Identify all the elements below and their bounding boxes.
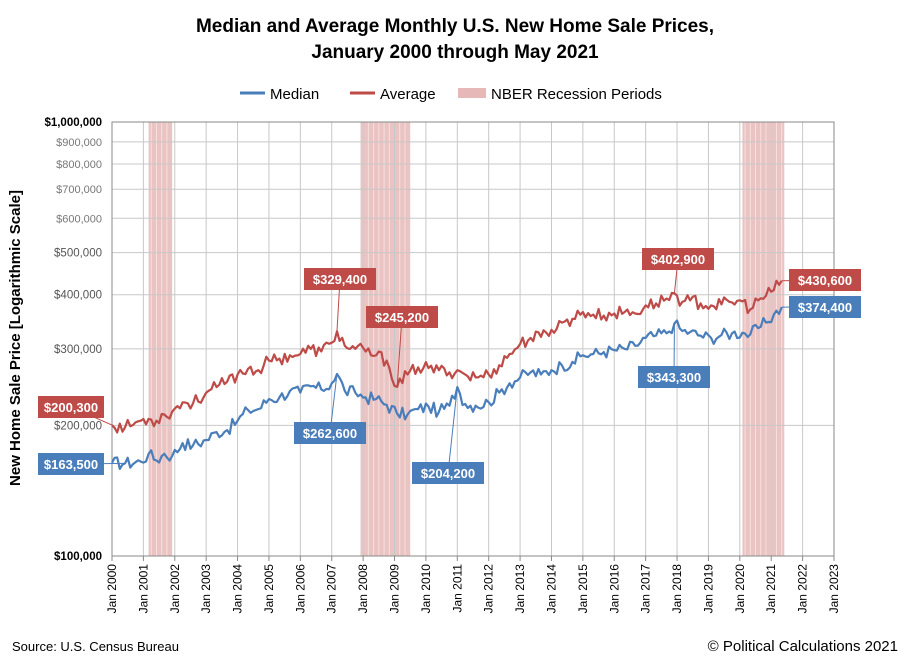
legend-label-median: Median bbox=[270, 86, 319, 103]
annotation-label: $262,600 bbox=[303, 426, 357, 441]
y-tick-label: $400,000 bbox=[54, 290, 102, 302]
x-tick-label: Jan 2005 bbox=[262, 564, 276, 614]
series-line-average bbox=[111, 279, 783, 434]
x-tick-label: Jan 2004 bbox=[231, 564, 245, 614]
annotation-label: $402,900 bbox=[651, 252, 705, 267]
recession-bands bbox=[148, 122, 785, 556]
y-tick-label: $900,000 bbox=[56, 137, 102, 149]
annotation-box bbox=[294, 422, 366, 444]
x-tick-label: Jan 2016 bbox=[607, 564, 621, 614]
y-tick-label: $200,000 bbox=[54, 420, 102, 432]
x-tick-label: Jan 2011 bbox=[450, 564, 464, 613]
x-tick-label: Jan 2019 bbox=[701, 564, 715, 614]
recession-band-1 bbox=[148, 122, 173, 556]
annotation-box bbox=[638, 366, 710, 388]
series-lines bbox=[111, 279, 783, 470]
y-tick-label: $1,000,000 bbox=[44, 117, 102, 129]
annotation-box bbox=[789, 269, 861, 291]
annotation-box bbox=[38, 396, 104, 418]
annotation-box bbox=[789, 296, 861, 318]
annotation-label: $163,500 bbox=[44, 457, 98, 472]
y-tick-label: $500,000 bbox=[54, 248, 102, 260]
x-tick-label: Jan 2003 bbox=[199, 564, 213, 614]
x-tick-label: Jan 2006 bbox=[293, 564, 307, 614]
recession-band-3 bbox=[742, 122, 785, 556]
x-tick-label: Jan 2018 bbox=[670, 564, 684, 614]
legend-swatch-recession bbox=[458, 88, 486, 98]
y-tick-label: $300,000 bbox=[54, 344, 102, 356]
annotation-label: $430,600 bbox=[798, 273, 852, 288]
annotation-label: $343,300 bbox=[647, 370, 701, 385]
x-tick-label: Jan 2012 bbox=[482, 564, 496, 614]
chart-title-line-2: January 2000 through May 2021 bbox=[311, 42, 599, 63]
x-tick-label: Jan 2015 bbox=[576, 564, 590, 614]
legend-label-average: Average bbox=[380, 86, 436, 103]
x-tick-label: Jan 2010 bbox=[419, 564, 433, 614]
x-axis-ticks: Jan 2000 Jan 2001 Jan 2002 Jan 2003 Jan 2004… bbox=[105, 556, 841, 613]
annotation-label: $245,200 bbox=[375, 310, 429, 325]
y-tick-label: $700,000 bbox=[56, 184, 102, 196]
x-tick-label: Jan 2001 bbox=[136, 564, 150, 614]
plot-frame bbox=[111, 121, 835, 557]
annotation-box bbox=[366, 306, 438, 328]
x-tick-label: Jan 2017 bbox=[639, 564, 653, 614]
x-tick-label: Jan 2002 bbox=[168, 564, 182, 614]
legend-label-recession: NBER Recession Periods bbox=[491, 86, 662, 103]
annotation-box bbox=[412, 462, 484, 484]
x-tick-label: Jan 2021 bbox=[764, 564, 778, 614]
annotation-leader bbox=[447, 387, 458, 474]
annotation-box bbox=[38, 453, 104, 475]
y-axis-ticks: $100,000 $200,000 $300,000 $400,000 $500,000… bbox=[44, 117, 102, 563]
x-tick-label: Jan 2013 bbox=[513, 564, 527, 614]
annotation-box bbox=[304, 268, 376, 290]
x-tick-label: Jan 2007 bbox=[325, 564, 339, 614]
annotation-label: $200,300 bbox=[44, 400, 98, 415]
x-tick-label: Jan 2014 bbox=[544, 564, 558, 614]
x-tick-label: Jan 2009 bbox=[388, 564, 402, 614]
x-tick-label: Jan 2000 bbox=[105, 564, 119, 614]
source-note: Source: U.S. Census Bureau bbox=[12, 639, 179, 654]
y-axis-label: New Home Sale Price [Logarithmic Scale] bbox=[7, 190, 24, 486]
chart-title-line-1: Median and Average Monthly U.S. New Home… bbox=[196, 16, 714, 37]
annotation-box bbox=[642, 248, 714, 270]
annotation-leader bbox=[396, 316, 403, 387]
y-tick-label: $100,000 bbox=[54, 551, 102, 563]
x-tick-label: Jan 2022 bbox=[796, 564, 810, 614]
y-tick-label: $800,000 bbox=[56, 159, 102, 171]
y-tick-label: $600,000 bbox=[56, 213, 102, 225]
data-annotations: $200,300 $163,500 $329,400 $262,600 $245,200… bbox=[38, 248, 861, 484]
legend: Median Average NBER Recession Periods bbox=[240, 86, 662, 103]
gridlines bbox=[111, 121, 835, 557]
series-line-median bbox=[111, 306, 783, 470]
x-tick-label: Jan 2023 bbox=[827, 564, 841, 614]
credit-note: © Political Calculations 2021 bbox=[708, 638, 898, 655]
annotation-label: $329,400 bbox=[313, 272, 367, 287]
annotation-label: $204,200 bbox=[421, 466, 475, 481]
annotation-label: $374,400 bbox=[798, 300, 852, 315]
x-tick-label: Jan 2020 bbox=[733, 564, 747, 614]
x-tick-label: Jan 2008 bbox=[356, 564, 370, 614]
